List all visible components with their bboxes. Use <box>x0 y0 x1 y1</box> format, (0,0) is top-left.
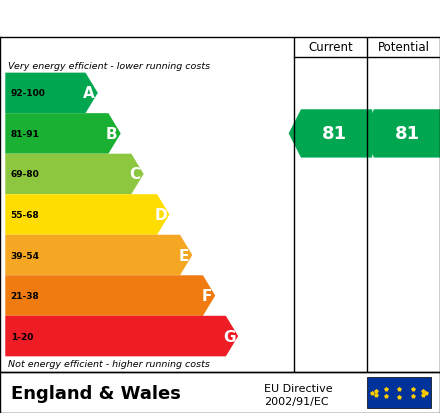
Text: D: D <box>154 207 167 223</box>
Polygon shape <box>5 154 143 195</box>
Polygon shape <box>5 114 121 154</box>
Text: 81-91: 81-91 <box>11 130 40 139</box>
Polygon shape <box>5 235 192 275</box>
Text: 2002/91/EC: 2002/91/EC <box>264 396 329 406</box>
Text: 55-68: 55-68 <box>11 211 39 219</box>
Text: 1-20: 1-20 <box>11 332 33 341</box>
Polygon shape <box>5 74 98 114</box>
Polygon shape <box>362 110 440 158</box>
Text: EU Directive: EU Directive <box>264 383 333 393</box>
Text: 39-54: 39-54 <box>11 251 40 260</box>
Text: E: E <box>178 248 189 263</box>
Text: 92-100: 92-100 <box>11 89 45 98</box>
Text: Potential: Potential <box>378 41 429 54</box>
Text: Energy Efficiency Rating: Energy Efficiency Rating <box>11 9 290 28</box>
Bar <box>367 377 431 408</box>
Text: G: G <box>223 329 235 344</box>
Polygon shape <box>289 110 372 158</box>
Text: F: F <box>201 288 212 303</box>
Text: 21-38: 21-38 <box>11 291 39 300</box>
Text: Not energy efficient - higher running costs: Not energy efficient - higher running co… <box>8 359 210 368</box>
Polygon shape <box>5 195 169 235</box>
Text: A: A <box>83 86 95 101</box>
Text: Current: Current <box>308 41 353 54</box>
Text: C: C <box>129 167 140 182</box>
Text: B: B <box>106 127 118 142</box>
Polygon shape <box>5 275 215 316</box>
Text: 69-80: 69-80 <box>11 170 39 179</box>
Text: 81: 81 <box>322 125 348 143</box>
Polygon shape <box>5 316 238 356</box>
Text: 81: 81 <box>395 125 421 143</box>
Text: Very energy efficient - lower running costs: Very energy efficient - lower running co… <box>8 62 210 71</box>
Text: England & Wales: England & Wales <box>11 384 181 402</box>
